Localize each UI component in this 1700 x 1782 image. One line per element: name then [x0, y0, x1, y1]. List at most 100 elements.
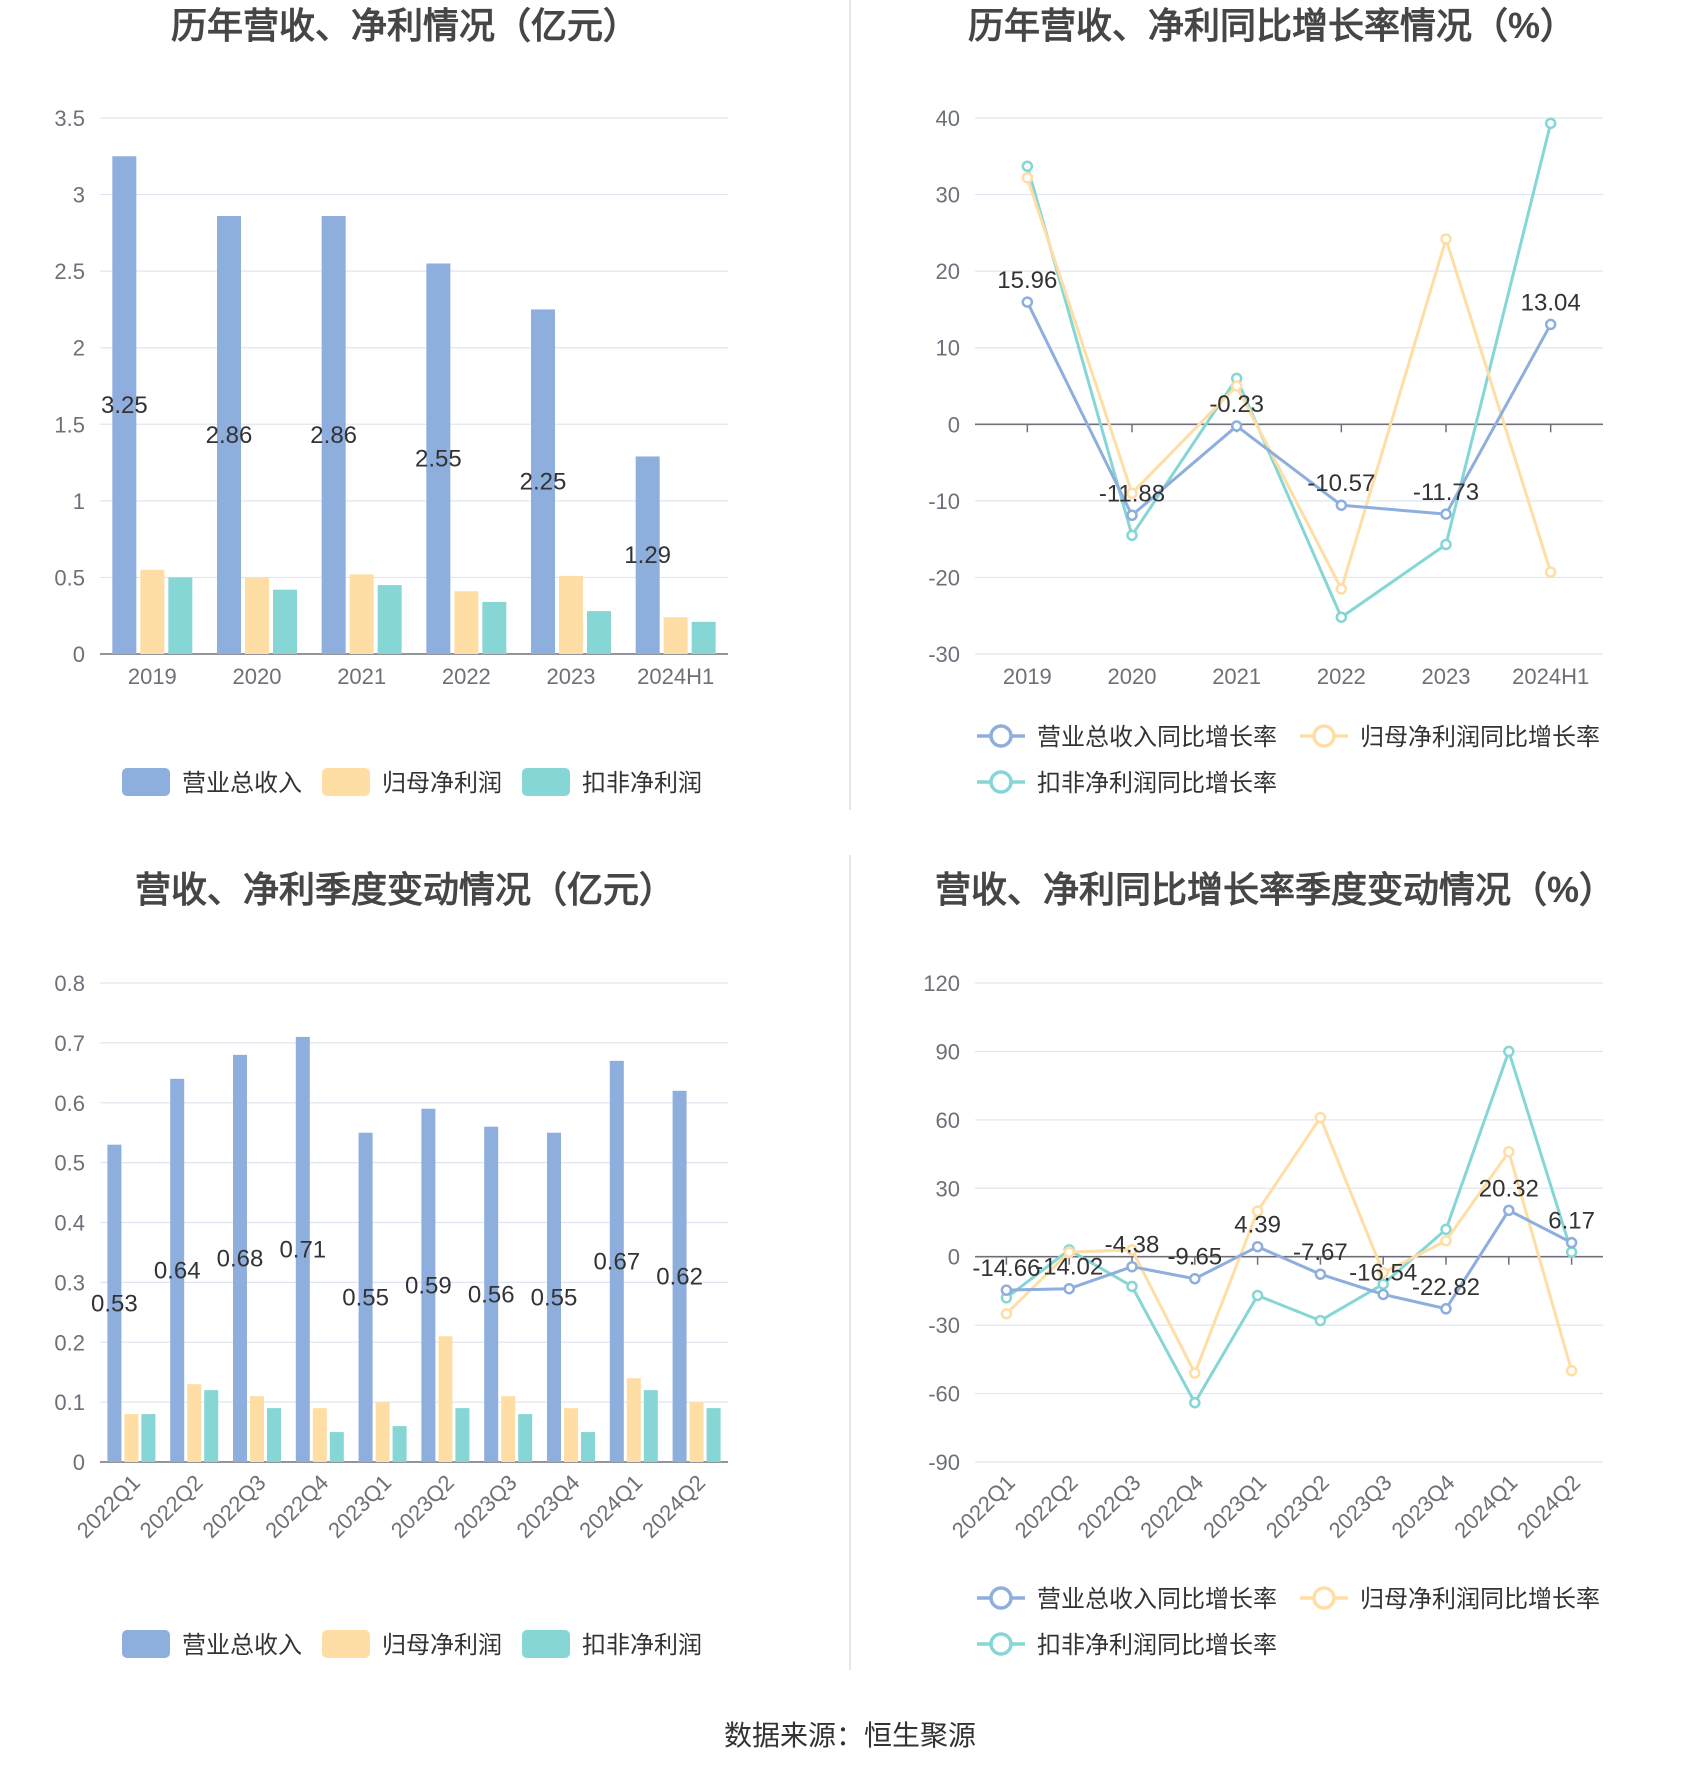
bar-0-2020 [217, 216, 241, 655]
bar-2-2023Q2 [455, 1408, 470, 1462]
bar-0-2023Q1 [358, 1132, 373, 1462]
y-tick-label: 30 [936, 183, 960, 208]
bar-data-label: 2.86 [310, 422, 357, 449]
series-point-2-2019 [1021, 160, 1034, 172]
chart-title: 营收、净利同比增长率季度变动情况（%） [935, 869, 1615, 910]
series-point-1-2020 [1126, 487, 1138, 499]
x-tick-label: 2022Q1 [947, 1470, 1020, 1543]
series-point-1-2021 [1230, 380, 1243, 392]
y-tick-label: 20 [936, 259, 960, 284]
legend-label-2: 扣非净利润同比增长率 [1037, 770, 1277, 797]
y-tick-label: 0 [948, 1245, 960, 1270]
bar-2-2022Q1 [141, 1414, 156, 1462]
x-tick-label: 2023Q4 [1386, 1470, 1459, 1543]
x-tick-label: 2023Q3 [1324, 1470, 1397, 1543]
line-data-label: 6.17 [1548, 1208, 1595, 1235]
legend-marker-0 [989, 1586, 1013, 1610]
y-tick-label: 0.2 [54, 1330, 85, 1355]
x-tick-label: 2022Q2 [135, 1470, 208, 1543]
bar-2-2023Q3 [518, 1414, 533, 1462]
bar-1-2020 [245, 577, 269, 654]
series-point-0-2020 [1126, 509, 1138, 522]
series-point-1-2023Q1 [1251, 1205, 1264, 1217]
x-tick-label: 2022Q4 [260, 1470, 333, 1543]
y-tick-label: 0.8 [54, 971, 85, 996]
bar-data-label: 3.25 [101, 392, 148, 419]
y-tick-label: 0.1 [54, 1390, 85, 1415]
line-data-label: -7.67 [1293, 1239, 1348, 1266]
x-tick-label: 2020 [1108, 664, 1157, 689]
series-point-2-2023Q3 [1377, 1278, 1389, 1290]
bar-1-2023Q2 [438, 1336, 453, 1462]
series-point-0-2019 [1021, 296, 1034, 308]
bar-1-2023 [559, 575, 583, 654]
x-tick-label: 2022 [442, 664, 491, 689]
chart-title: 历年营收、净利同比增长率情况（%） [968, 5, 1576, 46]
series-point-1-2022Q3 [1126, 1244, 1138, 1256]
legend-marker-2 [989, 1632, 1013, 1656]
series-point-1-2024H1 [1544, 566, 1557, 578]
chart-quarterly-growth-rate: 营收、净利同比增长率季度变动情况（%） -90 -60 -30 0 30 60 90 120 20… [923, 869, 1615, 1659]
series-point-2-2022 [1335, 611, 1348, 623]
series-line-2 [1025, 122, 1553, 619]
bar-1-2024Q1 [626, 1378, 641, 1462]
bar-2-2023Q4 [581, 1432, 595, 1462]
x-tick-label: 2024Q1 [574, 1470, 647, 1543]
x-tick-label: 2021 [1212, 664, 1261, 689]
x-tick-label: 2024Q2 [637, 1470, 710, 1543]
chart-title: 营收、净利季度变动情况（亿元） [135, 869, 675, 910]
legend-swatch-0 [122, 1630, 170, 1658]
series-point-0-2022Q4 [1189, 1272, 1201, 1285]
bar-2-2023Q1 [392, 1426, 407, 1462]
bar-0-2022Q3 [233, 1054, 247, 1462]
y-tick-label: -60 [928, 1382, 960, 1407]
bar-1-2023Q3 [501, 1396, 516, 1462]
bar-0-2024Q2 [672, 1090, 687, 1462]
series-point-2-2022Q3 [1126, 1280, 1138, 1293]
line-data-label: 4.39 [1234, 1212, 1281, 1239]
x-tick-label: 2023Q2 [1261, 1470, 1334, 1543]
legend-swatch-2 [522, 1630, 570, 1658]
bar-0-2024H1 [635, 456, 660, 654]
y-tick-label: 3 [73, 183, 85, 208]
bar-0-2023Q2 [421, 1108, 436, 1462]
series-point-1-2024Q2 [1565, 1365, 1578, 1377]
series-line-0 [1025, 301, 1552, 517]
legend-label-1: 归母净利润同比增长率 [1360, 724, 1600, 751]
series-point-2-2024Q1 [1503, 1045, 1515, 1058]
bar-1-2021 [349, 574, 374, 654]
x-tick-label: 2022 [1317, 664, 1366, 689]
series-point-1-2019 [1021, 171, 1034, 184]
bar-0-2022Q2 [170, 1078, 185, 1462]
y-tick-label: 0.4 [54, 1211, 85, 1236]
series-point-2-2024H1 [1544, 117, 1557, 130]
y-tick-label: 120 [923, 971, 960, 996]
x-tick-label: 2023Q4 [511, 1470, 584, 1543]
series-point-1-2022 [1335, 583, 1348, 595]
legend-label-1: 归母净利润 [382, 1632, 502, 1659]
line-data-label: -9.65 [1167, 1244, 1222, 1271]
y-tick-label: 40 [936, 106, 960, 131]
x-tick-label: 2023Q1 [323, 1470, 396, 1543]
line-data-label: 13.04 [1521, 289, 1581, 316]
legend-swatch-1 [322, 768, 370, 796]
legend-label-2: 扣非净利润同比增长率 [1037, 1632, 1277, 1659]
legend-label-1: 归母净利润 [382, 770, 502, 797]
series-point-0-2023Q4 [1440, 1303, 1452, 1315]
bar-2-2022Q3 [267, 1408, 281, 1462]
bar-2-2022Q2 [204, 1390, 219, 1462]
series-point-2-2023Q4 [1440, 1223, 1452, 1236]
y-tick-label: 2.5 [54, 259, 85, 284]
line-data-label: -0.23 [1209, 391, 1264, 418]
series-point-1-2022Q1 [1000, 1307, 1013, 1320]
bar-2-2019 [168, 577, 193, 654]
y-tick-label: 90 [936, 1039, 960, 1064]
bar-2-2024Q1 [643, 1390, 658, 1462]
bar-1-2024H1 [663, 617, 688, 654]
bar-data-label: 0.62 [656, 1263, 703, 1290]
series-point-2-2023 [1440, 538, 1452, 551]
series-point-2-2024Q2 [1565, 1246, 1578, 1258]
legend-swatch-1 [322, 1630, 370, 1658]
bar-data-label: 0.53 [91, 1290, 138, 1317]
